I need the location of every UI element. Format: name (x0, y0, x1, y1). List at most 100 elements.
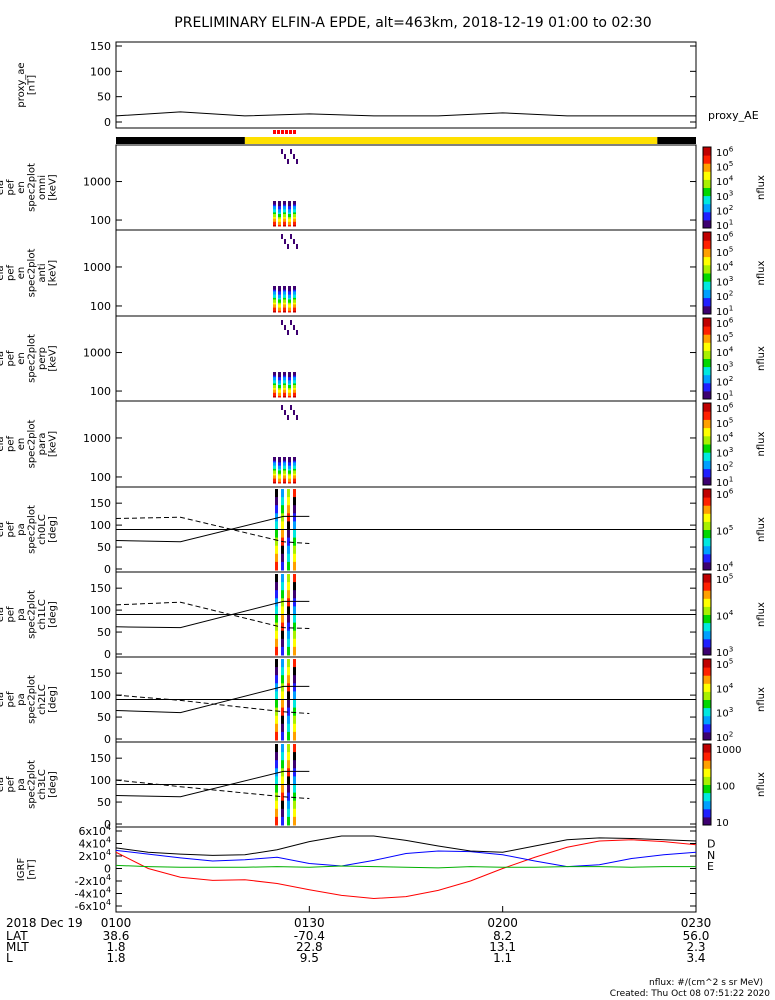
spectrogram-cell (278, 302, 281, 305)
spectrogram-cell (273, 219, 276, 222)
spectrogram-cell (283, 300, 286, 303)
pitch-angle-cell (281, 667, 284, 676)
spectrogram-cell (293, 372, 296, 375)
pitch-angle-cell (293, 699, 296, 709)
spectrogram-cell (278, 299, 281, 302)
colorbar-tick-label: 102 (716, 203, 733, 218)
pitch-angle-cell (287, 808, 290, 818)
pitch-angle-cell (281, 792, 284, 802)
spectrogram-cell (288, 376, 291, 379)
spectrogram-cell (288, 384, 291, 387)
pitch-angle-cell (281, 707, 284, 717)
colorbar-band (703, 203, 711, 213)
spectrogram-cell (273, 210, 276, 213)
spectrogram-cell (293, 325, 295, 330)
pitch-angle-cell (287, 723, 290, 733)
pitch-angle-cell (287, 800, 290, 810)
spectrogram-cell (283, 466, 286, 469)
spectrogram-cell (293, 375, 296, 378)
y-tick-label: 50 (97, 711, 111, 724)
spectrogram-cell (281, 149, 283, 154)
spectrogram-cell (293, 384, 296, 387)
spectrogram-cell (273, 201, 276, 204)
spectrogram-cell (284, 325, 286, 330)
igrf-series-3 (115, 835, 697, 856)
pitch-angle-label: pef (5, 776, 16, 793)
spectrogram-cell (278, 378, 281, 381)
colorbar-tick-label: 101 (716, 218, 733, 233)
pitch-angle-cell (293, 768, 296, 777)
y-tick-label: 50 (97, 91, 111, 104)
spectrogram-cell (283, 463, 286, 466)
spectrogram-cell (288, 297, 291, 300)
spectrogram-cell (273, 305, 276, 308)
pitch-angle-cell (275, 630, 278, 640)
colorbar-band (703, 792, 711, 802)
pitch-angle-cell (275, 667, 278, 676)
spectrogram-cell (273, 382, 276, 385)
y-tick-label: 100 (90, 471, 111, 484)
spectrogram-cell (273, 218, 276, 221)
colorbar-band (703, 723, 711, 733)
pitch-angle-cell (281, 497, 284, 506)
bottom-value: 3.4 (686, 951, 705, 965)
colorbar-band (703, 350, 711, 359)
pitch-angle-cell (293, 731, 296, 741)
spectrogram-cell (288, 216, 291, 219)
pitch-angle-cell (275, 675, 278, 684)
spectrogram-cell (293, 471, 296, 474)
pitch-angle-cell (281, 659, 284, 668)
pitch-angle-cell (275, 683, 278, 692)
colorbar-tick-label: 102 (716, 460, 733, 475)
y-tick-label: 100 (90, 519, 111, 532)
spectrogram-cell (273, 222, 276, 225)
colorbar-band (703, 256, 711, 266)
colorbar-band (703, 582, 711, 591)
colorbar-band (703, 630, 711, 640)
colorbar-band (703, 521, 711, 530)
pitch-angle-cell (275, 553, 278, 563)
spectrogram-cell (293, 219, 296, 222)
spectrogram-cell (288, 470, 291, 473)
colorbar-tick-label: 101 (716, 304, 733, 319)
spectrogram-cell (278, 466, 281, 469)
spectrogram-cell (293, 308, 296, 311)
pitch-angle-cell (281, 582, 284, 591)
spectrogram-cell (284, 154, 286, 159)
spectrogram-cell (278, 384, 281, 387)
y-tick-label: 100 (90, 300, 111, 313)
loss-cone-line (115, 515, 310, 543)
colorbar-band (703, 240, 711, 249)
pitch-angle-label: ch0LC (37, 514, 48, 545)
spectrogram-cell (283, 208, 286, 211)
spectrogram-cell (293, 218, 296, 221)
proxy-ae-label: proxy_ae (16, 62, 27, 107)
spectrogram-cell (288, 381, 291, 384)
spectrogram-cell (288, 310, 291, 313)
spectrogram-cell (278, 471, 281, 474)
spectrogram-cell (273, 211, 276, 214)
pitch-angle-cell (275, 816, 278, 826)
bottom-row-label: L (6, 951, 13, 965)
colorbar-tick-label: 102 (716, 289, 733, 304)
spectrogram-cell (278, 210, 281, 213)
spectrogram-cell (283, 457, 286, 460)
y-tick-label: 150 (90, 497, 111, 510)
pitch-angle-label: ela (0, 777, 6, 792)
spectrogram-cell (273, 463, 276, 466)
colorbar-band (703, 232, 711, 241)
spectrogram-cell (293, 393, 296, 396)
spectrogram-cells (273, 149, 298, 826)
colorbar-band (703, 800, 711, 810)
spectrogram-cell (278, 290, 281, 293)
flux-units-note: nflux: #/(cm^2 s sr MeV) (649, 978, 763, 988)
state-bar-day (244, 137, 658, 144)
pitch-angle-label: ch3LC (37, 769, 48, 800)
colorbar-tick-label: 102 (716, 730, 733, 745)
spectrogram-cell (283, 205, 286, 208)
pitch-angle-cell (287, 792, 290, 802)
igrf-legend-N: N (707, 849, 715, 862)
igrf-legend-D: D (707, 838, 715, 851)
pitch-angle-cell (281, 521, 284, 530)
spectrogram-cell (283, 207, 286, 210)
